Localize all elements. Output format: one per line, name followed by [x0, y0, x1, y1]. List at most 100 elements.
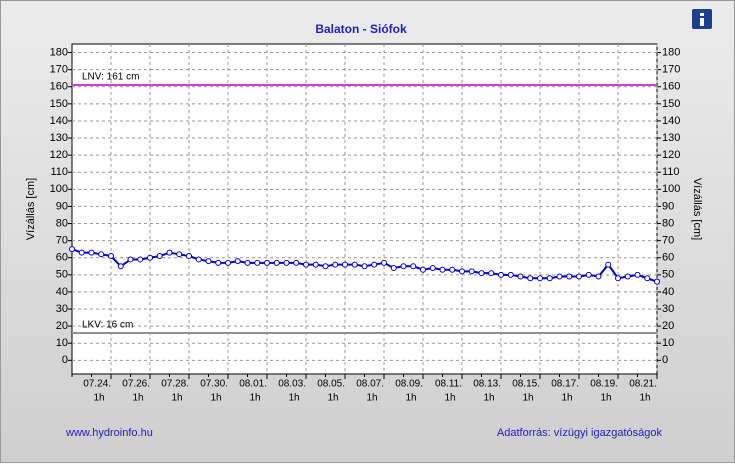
y-tick-label: 40: [56, 286, 68, 298]
y2-tick-label: 100: [662, 183, 680, 195]
x-tick-hour: 1h: [600, 393, 611, 404]
data-point: [176, 251, 183, 258]
data-point: [273, 259, 280, 266]
x-tick-label: 08.05.: [317, 379, 345, 390]
y-tick-label: 20: [56, 320, 68, 332]
data-point: [205, 258, 212, 265]
data-point: [156, 253, 163, 260]
y-tick-label: 60: [56, 252, 68, 264]
x-tick-label: 08.17.: [551, 379, 579, 390]
data-point: [585, 271, 592, 278]
info-icon-bar: [700, 18, 704, 26]
data-point: [420, 266, 426, 273]
data-point: [595, 273, 602, 280]
data-point: [410, 263, 417, 270]
data-point: [400, 263, 407, 270]
y2-tick-label: 120: [662, 149, 680, 161]
y-axis-label: Vízállás [cm]: [25, 178, 37, 240]
y2-tick-label: 10: [662, 337, 674, 349]
y-tick-label: 150: [50, 98, 68, 110]
x-tick-hour: 1h: [171, 393, 182, 404]
info-icon[interactable]: [692, 9, 712, 29]
data-point: [654, 278, 660, 285]
x-tick-hour: 1h: [639, 393, 650, 404]
x-tick-hour: 1h: [93, 393, 104, 404]
y2-tick-label: 140: [662, 115, 680, 127]
x-tick-label: 08.01.: [239, 379, 267, 390]
y2-tick-label: 150: [662, 98, 680, 110]
data-point: [576, 273, 582, 280]
data-point: [88, 249, 95, 256]
y-tick-label: 0: [62, 354, 68, 366]
y2-tick-label: 60: [662, 252, 674, 264]
data-point: [371, 261, 378, 268]
x-tick-label: 08.09.: [395, 379, 423, 390]
data-point: [439, 266, 446, 273]
y2-tick-label: 180: [662, 46, 680, 58]
y-tick-label: 180: [50, 46, 68, 58]
data-point: [615, 275, 621, 282]
data-point: [332, 261, 339, 268]
y-tick-label: 30: [56, 303, 68, 315]
y-tick-label: 80: [56, 217, 68, 229]
data-point: [644, 275, 651, 282]
data-point: [303, 261, 309, 268]
data-point: [361, 263, 368, 270]
y-tick-label: 140: [50, 115, 68, 127]
data-point: [254, 259, 261, 266]
data-point: [264, 259, 270, 266]
data-point: [537, 275, 543, 282]
data-point: [234, 258, 241, 265]
data-point: [108, 253, 114, 260]
x-tick-hour: 1h: [561, 393, 572, 404]
x-tick-hour: 1h: [483, 393, 494, 404]
y-tick-label: 120: [50, 149, 68, 161]
x-tick-label: 07.30.: [200, 379, 228, 390]
footer-source-site[interactable]: www.hydroinfo.hu: [65, 427, 153, 439]
data-point: [225, 259, 231, 266]
y-tick-label: 110: [50, 166, 68, 178]
data-point: [186, 253, 192, 260]
data-point: [459, 268, 465, 275]
data-point: [322, 263, 329, 270]
y-tick-label: 100: [50, 183, 68, 195]
data-point: [342, 261, 348, 268]
data-point: [634, 271, 641, 278]
y2-tick-label: 80: [662, 217, 674, 229]
data-point: [293, 259, 300, 266]
x-tick-hour: 1h: [366, 393, 377, 404]
y2-tick-label: 30: [662, 303, 674, 315]
x-tick-label: 08.21.: [629, 379, 657, 390]
x-tick-hour: 1h: [288, 393, 299, 404]
footer-data-source: Adatforrás: vízügyi igazgatóságok: [497, 427, 663, 439]
y2-tick-label: 90: [662, 200, 674, 212]
data-point: [429, 264, 436, 271]
y2-tick-label: 160: [662, 81, 680, 93]
y-tick-label: 160: [50, 81, 68, 93]
y2-tick-label: 40: [662, 286, 674, 298]
x-tick-hour: 1h: [522, 393, 533, 404]
data-point: [381, 259, 387, 266]
y2-tick-label: 110: [662, 166, 680, 178]
data-point: [566, 273, 573, 280]
x-tick-label: 07.26.: [122, 379, 150, 390]
x-tick-label: 08.11.: [435, 379, 462, 390]
y-tick-label: 50: [56, 269, 68, 281]
y-tick-label: 90: [56, 200, 68, 212]
data-point: [624, 273, 631, 280]
x-tick-label: 07.28.: [161, 379, 189, 390]
data-point: [556, 273, 563, 280]
y-tick-label: 10: [56, 337, 68, 349]
x-tick-label: 08.19.: [590, 379, 618, 390]
data-point: [69, 246, 75, 253]
y2-tick-label: 20: [662, 320, 674, 332]
y-tick-label: 170: [50, 64, 68, 76]
y-tick-label: 130: [50, 132, 68, 144]
chart-title: Balaton - Siófok: [315, 22, 407, 36]
data-point: [195, 256, 202, 263]
x-tick-hour: 1h: [444, 393, 455, 404]
data-point: [546, 275, 553, 282]
y-tick-label: 70: [56, 235, 68, 247]
x-tick-hour: 1h: [327, 393, 338, 404]
